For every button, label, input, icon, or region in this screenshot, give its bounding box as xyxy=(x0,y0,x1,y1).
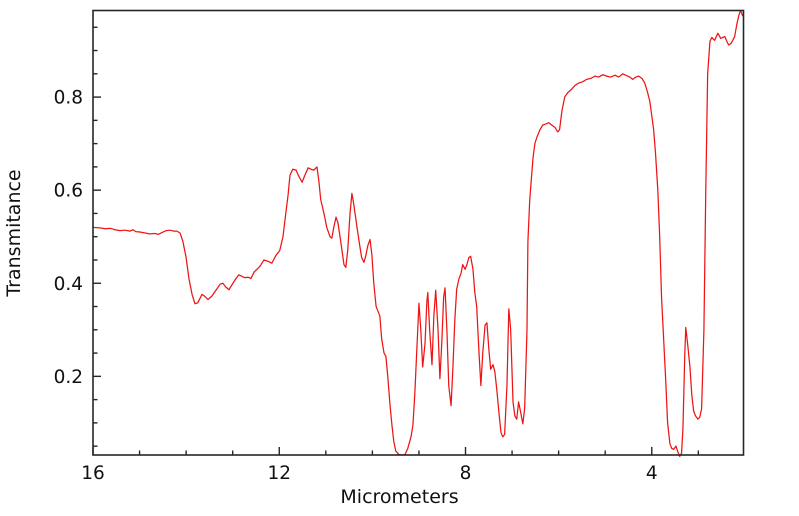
x-axis-label: Micrometers xyxy=(340,486,459,508)
y-axis-label: Transmitance xyxy=(3,169,25,297)
x-tick-label: 8 xyxy=(460,463,472,484)
x-tick-label: 4 xyxy=(646,463,658,484)
y-tick-label: 0.4 xyxy=(54,274,83,295)
axis-ticks xyxy=(92,26,700,455)
transmittance-spectrum xyxy=(92,10,744,458)
y-tick-label: 0.6 xyxy=(54,181,83,202)
y-tick-label: 0.8 xyxy=(54,88,83,109)
y-tick-label: 0.2 xyxy=(54,367,83,388)
axis-tick-labels: 16 12 8 4 0.2 0.4 0.6 0.8 xyxy=(54,88,658,484)
spectrum-line xyxy=(92,10,744,458)
plot-border xyxy=(92,9,745,456)
x-tick-label: 12 xyxy=(267,463,291,484)
x-tick-label: 16 xyxy=(81,463,105,484)
